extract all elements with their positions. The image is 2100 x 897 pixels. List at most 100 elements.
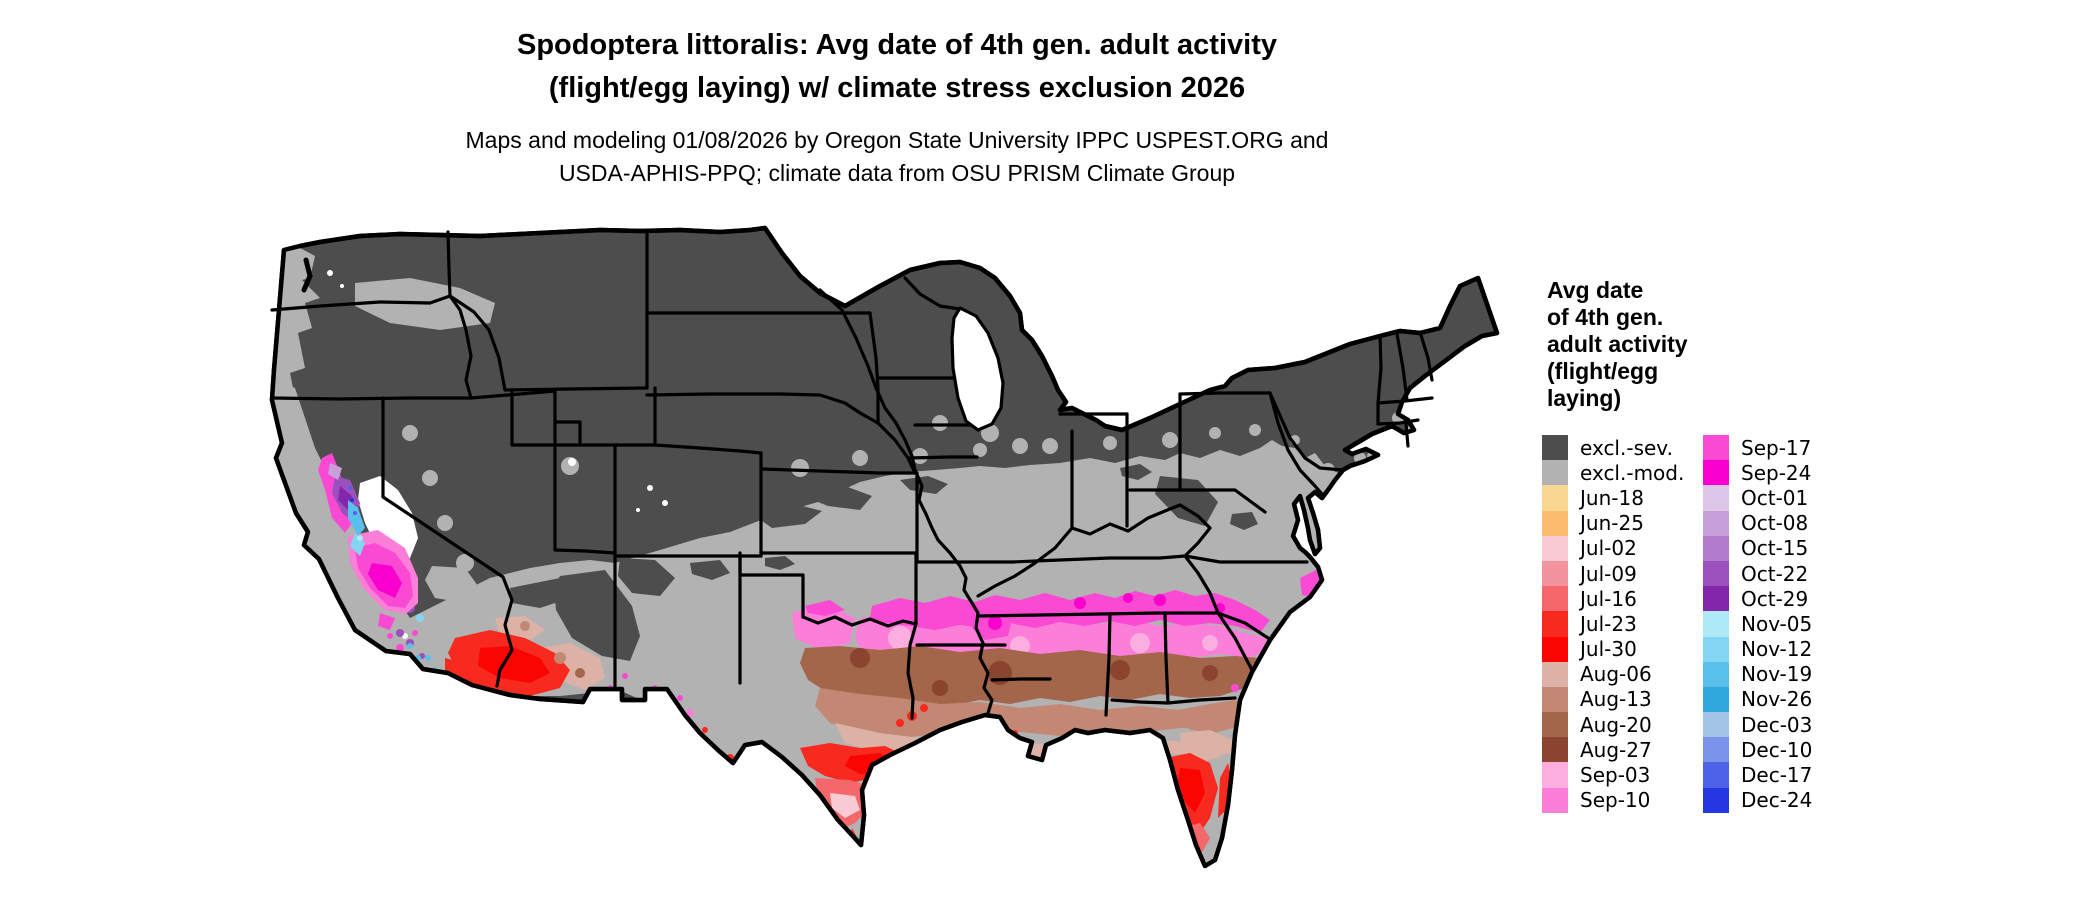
legend-label: Jul-02 — [1580, 536, 1637, 561]
legend-swatch — [1703, 636, 1729, 662]
title-line-1: Spodoptera littoralis: Avg date of 4th g… — [517, 29, 1277, 61]
legend-label: Jul-30 — [1580, 637, 1637, 662]
legend-row: Sep-24 — [1703, 460, 1873, 486]
legend-row: Jul-02 — [1542, 535, 1712, 561]
legend-title-line: laying) — [1547, 385, 1622, 411]
legend-swatch — [1703, 686, 1729, 713]
legend-label: Aug-27 — [1580, 737, 1652, 762]
legend-swatch — [1703, 460, 1729, 486]
legend-swatch — [1703, 787, 1729, 813]
legend-column: excl.-sev. excl.-mod. Jun-18 Jun-25 Jul-02 Ju… — [1542, 435, 1712, 813]
puget-sound — [301, 257, 313, 293]
legend-swatch — [1542, 485, 1568, 511]
legend-swatch — [1703, 712, 1729, 738]
legend-swatch — [1703, 611, 1729, 637]
legend-label: Jun-25 — [1580, 511, 1644, 536]
legend-row: Sep-17 — [1703, 435, 1873, 461]
legend-title: Avg date of 4th gen. adult activity (fli… — [1547, 277, 1807, 412]
legend-column: Sep-17 Sep-24 Oct-01 Oct-08 Oct-15 Oct-22 Oct-… — [1703, 435, 1873, 813]
legend-row: Dec-03 — [1703, 712, 1873, 738]
legend-row: Aug-27 — [1542, 737, 1712, 763]
legend-swatch — [1542, 762, 1568, 788]
legend-label: Nov-26 — [1741, 687, 1813, 712]
legend-swatch — [1703, 661, 1729, 687]
title-line-2: (flight/egg laying) w/ climate stress ex… — [548, 72, 1246, 104]
legend-label: Jul-16 — [1580, 586, 1637, 611]
legend-row: Aug-20 — [1542, 712, 1712, 738]
legend-row: Jul-16 — [1542, 586, 1712, 612]
us-risk-map-svg — [260, 218, 1540, 892]
legend-label: Jul-23 — [1580, 611, 1637, 636]
legend-row: Jun-18 — [1542, 485, 1712, 511]
legend-row: Oct-08 — [1703, 510, 1873, 536]
legend-label: Jul-09 — [1580, 561, 1637, 586]
legend-swatch — [1703, 435, 1729, 461]
subtitle-line-2: USDA-APHIS-PPQ; climate data from OSU PR… — [558, 160, 1236, 186]
legend-label: excl.-sev. — [1580, 435, 1673, 460]
legend-label: Oct-22 — [1741, 561, 1809, 586]
legend-title-line: of 4th gen. — [1547, 304, 1664, 330]
legend-swatch — [1542, 737, 1568, 763]
legend-label: Aug-06 — [1580, 662, 1652, 687]
legend-label: Aug-13 — [1580, 687, 1652, 712]
legend-row: Dec-17 — [1703, 762, 1873, 788]
legend-row: Sep-10 — [1542, 787, 1712, 813]
legend-row: Nov-19 — [1703, 661, 1873, 687]
legend-row: Jul-23 — [1542, 611, 1712, 637]
legend-row: excl.-sev. — [1542, 435, 1712, 461]
legend-label: Nov-12 — [1741, 637, 1813, 662]
legend-row: Jun-25 — [1542, 510, 1712, 536]
legend-label: Nov-05 — [1741, 611, 1813, 636]
legend-swatch — [1542, 510, 1568, 536]
legend-label: Sep-10 — [1580, 788, 1651, 813]
legend-swatch — [1703, 510, 1729, 536]
legend-swatch — [1703, 762, 1729, 788]
legend-title-line: adult activity — [1547, 331, 1688, 357]
legend-label: Nov-19 — [1741, 662, 1813, 687]
legend-swatch — [1542, 611, 1568, 637]
legend-swatch — [1542, 661, 1568, 687]
legend-row: Oct-01 — [1703, 485, 1873, 511]
legend-row: Dec-10 — [1703, 737, 1873, 763]
great-lakes — [301, 257, 1005, 432]
legend-swatch — [1542, 686, 1568, 713]
legend-title-line: (flight/egg — [1547, 358, 1659, 384]
legend-swatch — [1542, 636, 1568, 662]
legend-swatch — [1703, 560, 1729, 587]
legend-swatch — [1703, 586, 1729, 612]
legend-swatch — [1542, 787, 1568, 813]
legend-label: Sep-24 — [1741, 460, 1812, 485]
legend-label: Dec-10 — [1741, 737, 1813, 762]
legend-label: excl.-mod. — [1580, 460, 1685, 485]
legend-row: Jul-30 — [1542, 636, 1712, 662]
legend-label: Oct-08 — [1741, 511, 1809, 536]
legend-row: Nov-12 — [1703, 636, 1873, 662]
legend-row: Dec-24 — [1703, 787, 1873, 813]
legend-swatch — [1703, 485, 1729, 511]
state-borders — [270, 230, 1434, 720]
legend-label: Sep-03 — [1580, 763, 1651, 788]
legend-label: Aug-20 — [1580, 712, 1652, 737]
legend-label: Dec-17 — [1741, 763, 1813, 788]
legend-label: Oct-15 — [1741, 536, 1809, 561]
page-title: Spodoptera littoralis: Avg date of 4th g… — [0, 24, 1794, 110]
legend-swatch — [1542, 535, 1568, 561]
us-risk-map — [260, 218, 1540, 892]
legend-row: Sep-03 — [1542, 762, 1712, 788]
legend-row: Aug-06 — [1542, 661, 1712, 687]
legend-row: excl.-mod. — [1542, 460, 1712, 486]
legend-label: Dec-24 — [1741, 788, 1813, 813]
legend-row: Aug-13 — [1542, 686, 1712, 713]
legend-label: Sep-17 — [1741, 435, 1812, 460]
legend-row: Oct-29 — [1703, 586, 1873, 612]
legend-label: Dec-03 — [1741, 712, 1813, 737]
legend-label: Oct-29 — [1741, 586, 1809, 611]
raster-excl-severe-patches — [510, 445, 1258, 661]
legend-swatch — [1542, 712, 1568, 738]
legend-swatch — [1542, 460, 1568, 486]
legend-swatch — [1542, 560, 1568, 587]
legend-title-line: Avg date — [1547, 277, 1644, 303]
raster-california-valley — [318, 453, 418, 614]
subtitle-line-1: Maps and modeling 01/08/2026 by Oregon S… — [465, 127, 1329, 153]
